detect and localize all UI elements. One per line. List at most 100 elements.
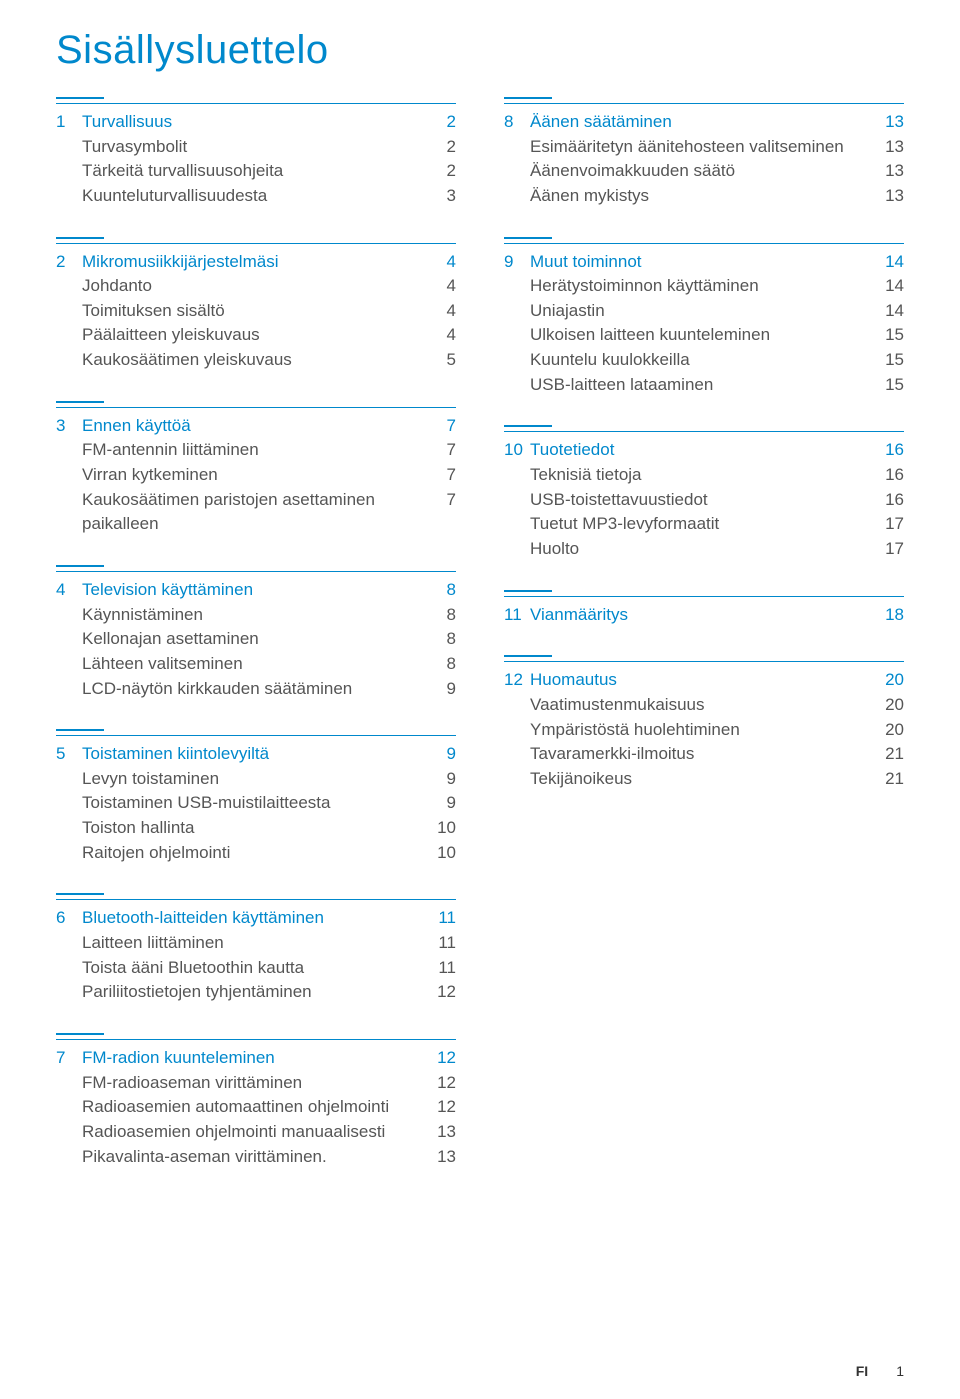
toc-entry-page: 12: [432, 980, 456, 1005]
toc-chapter-title: Television käyttäminen: [82, 578, 432, 603]
toc-chapter-number: 10: [504, 438, 530, 463]
toc-entry-label: Toistaminen USB-muistilaitteesta: [82, 791, 432, 816]
toc-chapter-number: 12: [504, 668, 530, 693]
toc-entry-label: Tärkeitä turvallisuusohjeita: [82, 159, 432, 184]
toc-entry: Uniajastin14: [504, 299, 904, 324]
toc-entry: Herätystoiminnon käyttäminen14: [504, 274, 904, 299]
toc-entry-page: 15: [880, 348, 904, 373]
toc-chapter-page: 12: [432, 1046, 456, 1071]
section-rule-thick: [56, 401, 104, 403]
toc-entry: Toista ääni Bluetoothin kautta11: [56, 956, 456, 981]
toc-entry-label: Kuuntelu kuulokkeilla: [530, 348, 880, 373]
toc-entry-label: Herätystoiminnon käyttäminen: [530, 274, 880, 299]
toc-entry: LCD-näytön kirkkauden säätäminen9: [56, 677, 456, 702]
toc-entry-label: Levyn toistaminen: [82, 767, 432, 792]
toc-entry-page: 14: [880, 274, 904, 299]
toc-entry-page: 13: [432, 1120, 456, 1145]
toc-section-head: 4Television käyttäminen8: [56, 578, 456, 603]
left-column: 1Turvallisuus2Turvasymbolit2Tärkeitä tur…: [56, 97, 456, 1197]
section-rule-thick: [504, 590, 552, 592]
toc-chapter-title: Ennen käyttöä: [82, 414, 432, 439]
toc-entry: FM-radioaseman virittäminen12: [56, 1071, 456, 1096]
toc-entry-page: 21: [880, 742, 904, 767]
toc-chapter-number: 1: [56, 110, 82, 135]
toc-entry-label: Ympäristöstä huolehtiminen: [530, 718, 880, 743]
toc-section-head: 1Turvallisuus2: [56, 110, 456, 135]
section-rule-thin: [504, 596, 904, 597]
toc-entry-page: 15: [880, 323, 904, 348]
toc-chapter-title: Turvallisuus: [82, 110, 432, 135]
toc-entry: Raitojen ohjelmointi10: [56, 841, 456, 866]
toc-entry-page: 13: [880, 184, 904, 209]
toc-entry: Tavaramerkki-ilmoitus21: [504, 742, 904, 767]
toc-entry: Esimääritetyn äänitehosteen valitseminen…: [504, 135, 904, 160]
toc-entry: FM-antennin liittäminen7: [56, 438, 456, 463]
toc-chapter-page: 14: [880, 250, 904, 275]
toc-entry-page: 20: [880, 693, 904, 718]
toc-entry: Teknisiä tietoja16: [504, 463, 904, 488]
section-rule-thin: [504, 103, 904, 104]
toc-chapter-number: 4: [56, 578, 82, 603]
toc-entry-label: Pikavalinta-aseman virittäminen.: [82, 1145, 432, 1170]
section-rule-thin: [504, 431, 904, 432]
toc-entry: Käynnistäminen8: [56, 603, 456, 628]
toc-entry: USB-laitteen lataaminen15: [504, 373, 904, 398]
toc-chapter-number: 9: [504, 250, 530, 275]
toc-chapter-page: 4: [432, 250, 456, 275]
toc-chapter-number: 5: [56, 742, 82, 767]
toc-section: 8Äänen säätäminen13Esimääritetyn ääniteh…: [504, 97, 904, 209]
toc-entry-label: Virran kytkeminen: [82, 463, 432, 488]
toc-entry-label: Turvasymbolit: [82, 135, 432, 160]
section-rule-thin: [56, 103, 456, 104]
section-rule-thin: [56, 243, 456, 244]
toc-entry-page: 5: [432, 348, 456, 373]
toc-entry: USB-toistettavuustiedot16: [504, 488, 904, 513]
toc-entry-page: 12: [432, 1071, 456, 1096]
toc-chapter-number: 2: [56, 250, 82, 275]
toc-entry-page: 14: [880, 299, 904, 324]
toc-entry: Tärkeitä turvallisuusohjeita2: [56, 159, 456, 184]
toc-entry-label: Päälaitteen yleiskuvaus: [82, 323, 432, 348]
toc-entry-label: Kaukosäätimen paristojen asettaminen pai…: [82, 488, 432, 537]
toc-entry: Lähteen valitseminen8: [56, 652, 456, 677]
toc-entry-label: Vaatimustenmukaisuus: [530, 693, 880, 718]
section-rule-thick: [504, 655, 552, 657]
section-rule-thin: [56, 899, 456, 900]
toc-entry: Ympäristöstä huolehtiminen20: [504, 718, 904, 743]
toc-entry: Toistaminen USB-muistilaitteesta9: [56, 791, 456, 816]
toc-chapter-page: 11: [432, 906, 456, 931]
section-rule-thick: [56, 97, 104, 99]
toc-entry-page: 17: [880, 537, 904, 562]
toc-chapter-page: 2: [432, 110, 456, 135]
toc-entry-page: 8: [432, 627, 456, 652]
toc-chapter-title: Äänen säätäminen: [530, 110, 880, 135]
toc-entry: Levyn toistaminen9: [56, 767, 456, 792]
page-root: Sisällysluettelo 1Turvallisuus2Turvasymb…: [0, 0, 960, 1399]
toc-entry: Toiston hallinta10: [56, 816, 456, 841]
toc-section: 5Toistaminen kiintolevyiltä9Levyn toista…: [56, 729, 456, 865]
toc-entry-label: Uniajastin: [530, 299, 880, 324]
toc-section: 12Huomautus20Vaatimustenmukaisuus20Ympär…: [504, 655, 904, 791]
toc-entry-label: Pariliitostietojen tyhjentäminen: [82, 980, 432, 1005]
page-title: Sisällysluettelo: [56, 28, 904, 73]
toc-section-head: 5Toistaminen kiintolevyiltä9: [56, 742, 456, 767]
section-rule-thick: [56, 237, 104, 239]
toc-entry-label: Äänenvoimakkuuden säätö: [530, 159, 880, 184]
toc-entry-label: Tuetut MP3-levyformaatit: [530, 512, 880, 537]
toc-chapter-page: 18: [880, 603, 904, 628]
toc-entry-label: USB-toistettavuustiedot: [530, 488, 880, 513]
toc-chapter-title: FM-radion kuunteleminen: [82, 1046, 432, 1071]
section-rule-thick: [504, 425, 552, 427]
toc-entry-label: Tekijänoikeus: [530, 767, 880, 792]
toc-section-head: 3Ennen käyttöä7: [56, 414, 456, 439]
toc-chapter-page: 20: [880, 668, 904, 693]
toc-entry: Toimituksen sisältö4: [56, 299, 456, 324]
right-column: 8Äänen säätäminen13Esimääritetyn ääniteh…: [504, 97, 904, 1197]
toc-entry-label: Kellonajan asettaminen: [82, 627, 432, 652]
toc-section-head: 12Huomautus20: [504, 668, 904, 693]
toc-entry-label: Raitojen ohjelmointi: [82, 841, 432, 866]
toc-entry-label: Lähteen valitseminen: [82, 652, 432, 677]
toc-entry: Kellonajan asettaminen8: [56, 627, 456, 652]
toc-entry-page: 11: [432, 956, 456, 981]
toc-entry-label: Toiston hallinta: [82, 816, 432, 841]
